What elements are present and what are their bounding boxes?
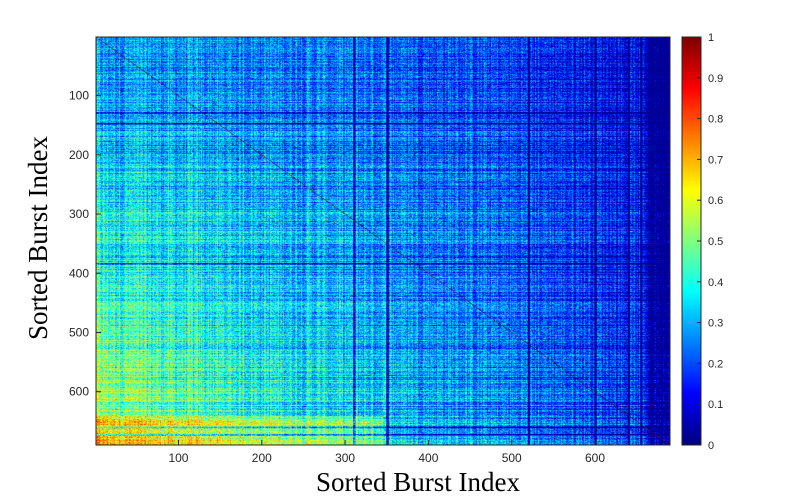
colorbar-tick-label: 0.1 — [708, 399, 723, 411]
colorbar-tick-label: 0.4 — [708, 277, 723, 289]
x-axis-title: Sorted Burst Index — [316, 467, 520, 497]
y-tick-label: 200 — [69, 148, 89, 162]
colorbar-tick-label: 0.7 — [708, 154, 723, 166]
x-tick-label: 300 — [335, 451, 355, 465]
colorbar-tick-label: 0.6 — [708, 195, 723, 207]
colorbar-tick-label: 0.3 — [708, 318, 723, 330]
colorbar-ticks: 0 0.1 0.2 0.3 0.4 0.5 0.6 0.7 0.8 0.9 1 — [697, 32, 723, 452]
y-axis-title: Sorted Burst Index — [23, 136, 53, 340]
similarity-matrix-image — [96, 37, 670, 445]
x-tick-label: 200 — [252, 451, 272, 465]
colorbar-tick-label: 0.8 — [708, 114, 723, 126]
colorbar-tick-label: 0.5 — [708, 236, 723, 248]
x-tick-label: 500 — [502, 451, 522, 465]
colorbar-tick-label: 0.2 — [708, 358, 723, 370]
y-axis-ticks: 100 200 300 400 500 600 — [69, 89, 101, 399]
colorbar-tick-label: 1 — [708, 32, 714, 44]
x-tick-label: 600 — [585, 451, 605, 465]
y-tick-label: 400 — [69, 266, 89, 280]
plot-frame — [95, 36, 671, 446]
y-tick-label: 300 — [69, 207, 89, 221]
y-tick-label: 500 — [69, 325, 89, 339]
colorbar-tick-label: 0 — [708, 440, 714, 452]
x-tick-label: 100 — [168, 451, 188, 465]
y-tick-label: 600 — [69, 385, 89, 399]
x-axis-ticks: 100 200 300 400 500 600 — [168, 440, 605, 465]
x-tick-label: 400 — [418, 451, 438, 465]
colorbar-gradient — [682, 37, 701, 445]
colorbar-tick-label: 0.9 — [708, 73, 723, 85]
heatmap-plot-area — [95, 36, 671, 446]
y-tick-label: 100 — [69, 89, 89, 103]
